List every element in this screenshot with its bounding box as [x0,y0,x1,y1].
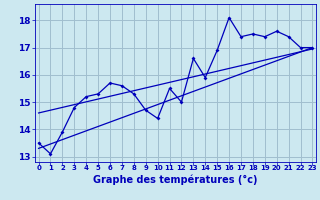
X-axis label: Graphe des températures (°c): Graphe des températures (°c) [93,174,258,185]
